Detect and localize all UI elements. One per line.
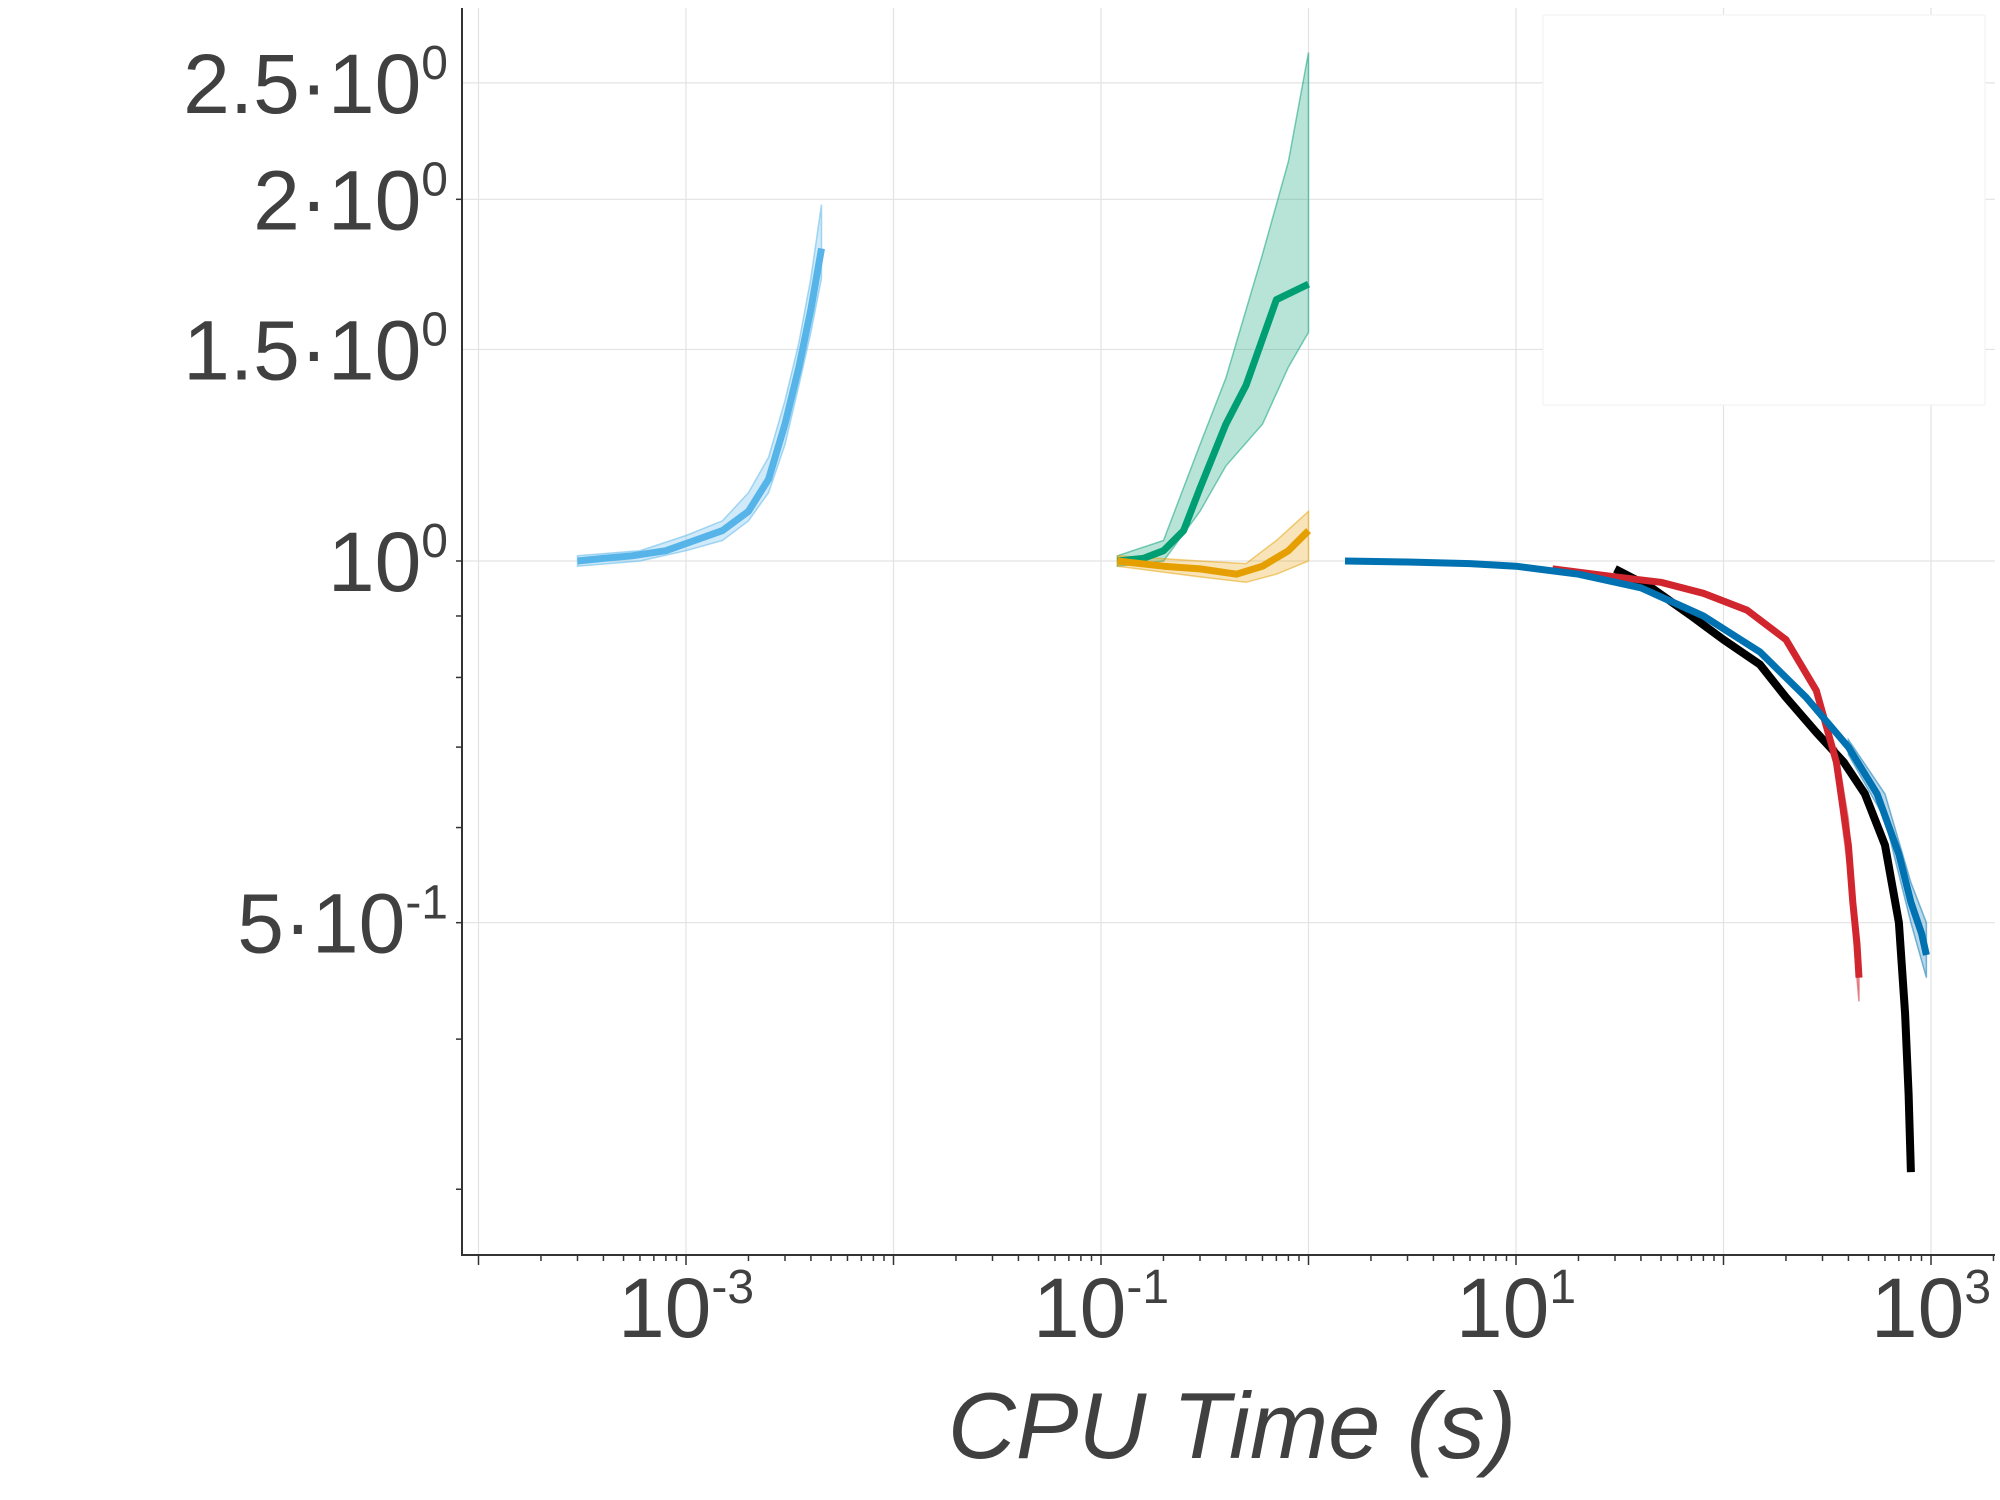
x-tick-exponent: 1 [1549,1261,1576,1314]
y-tick-base: 5·10 [237,877,405,971]
y-tick-label: 5·10-1 [237,877,448,971]
x-tick-label: 10-1 [1033,1261,1169,1355]
y-tick-base: 10 [328,515,421,609]
x-tick-label: 10-3 [618,1261,754,1355]
axes [456,8,1995,1265]
y-tick-exponent: 0 [421,37,448,90]
x-tick-base: 10 [618,1261,711,1355]
y-tick-exponent: -1 [405,877,448,930]
series-line-0 [577,247,825,565]
x-tick-labels: 10-3 10-1 101 103 [618,1261,1991,1355]
series-line-5 [1344,557,1930,956]
legend-box [1542,14,1986,406]
y-tick-base: 2·10 [253,153,421,247]
series-line-1 [1117,280,1311,565]
y-tick-label: 100 [328,515,448,609]
x-tick-base: 10 [1871,1261,1964,1355]
x-axis-title: CPU Time (s) [948,1373,1516,1478]
y-tick-base: 2.5·10 [183,37,421,131]
y-tick-exponent: 0 [421,515,448,568]
x-tick-label: 101 [1456,1261,1576,1355]
y-tick-exponent: 0 [421,303,448,356]
y-tick-label: 1.5·100 [183,303,448,397]
series-band-1 [1116,52,1310,568]
x-tick-base: 10 [1456,1261,1549,1355]
series-lines [577,247,1930,1173]
series-band-0 [576,204,823,568]
x-tick-base: 10 [1033,1261,1126,1355]
x-tick-label: 103 [1871,1261,1991,1355]
series-line-2 [1117,528,1311,578]
y-tick-label: 2.5·100 [183,37,448,131]
x-tick-exponent: 3 [1964,1261,1991,1314]
y-tick-exponent: 0 [421,153,448,206]
series-line-4 [1552,565,1863,978]
x-tick-exponent: -1 [1126,1261,1169,1314]
y-tick-base: 1.5·10 [183,303,421,397]
x-tick-exponent: -3 [711,1261,754,1314]
y-tick-label: 2·100 [253,153,448,247]
